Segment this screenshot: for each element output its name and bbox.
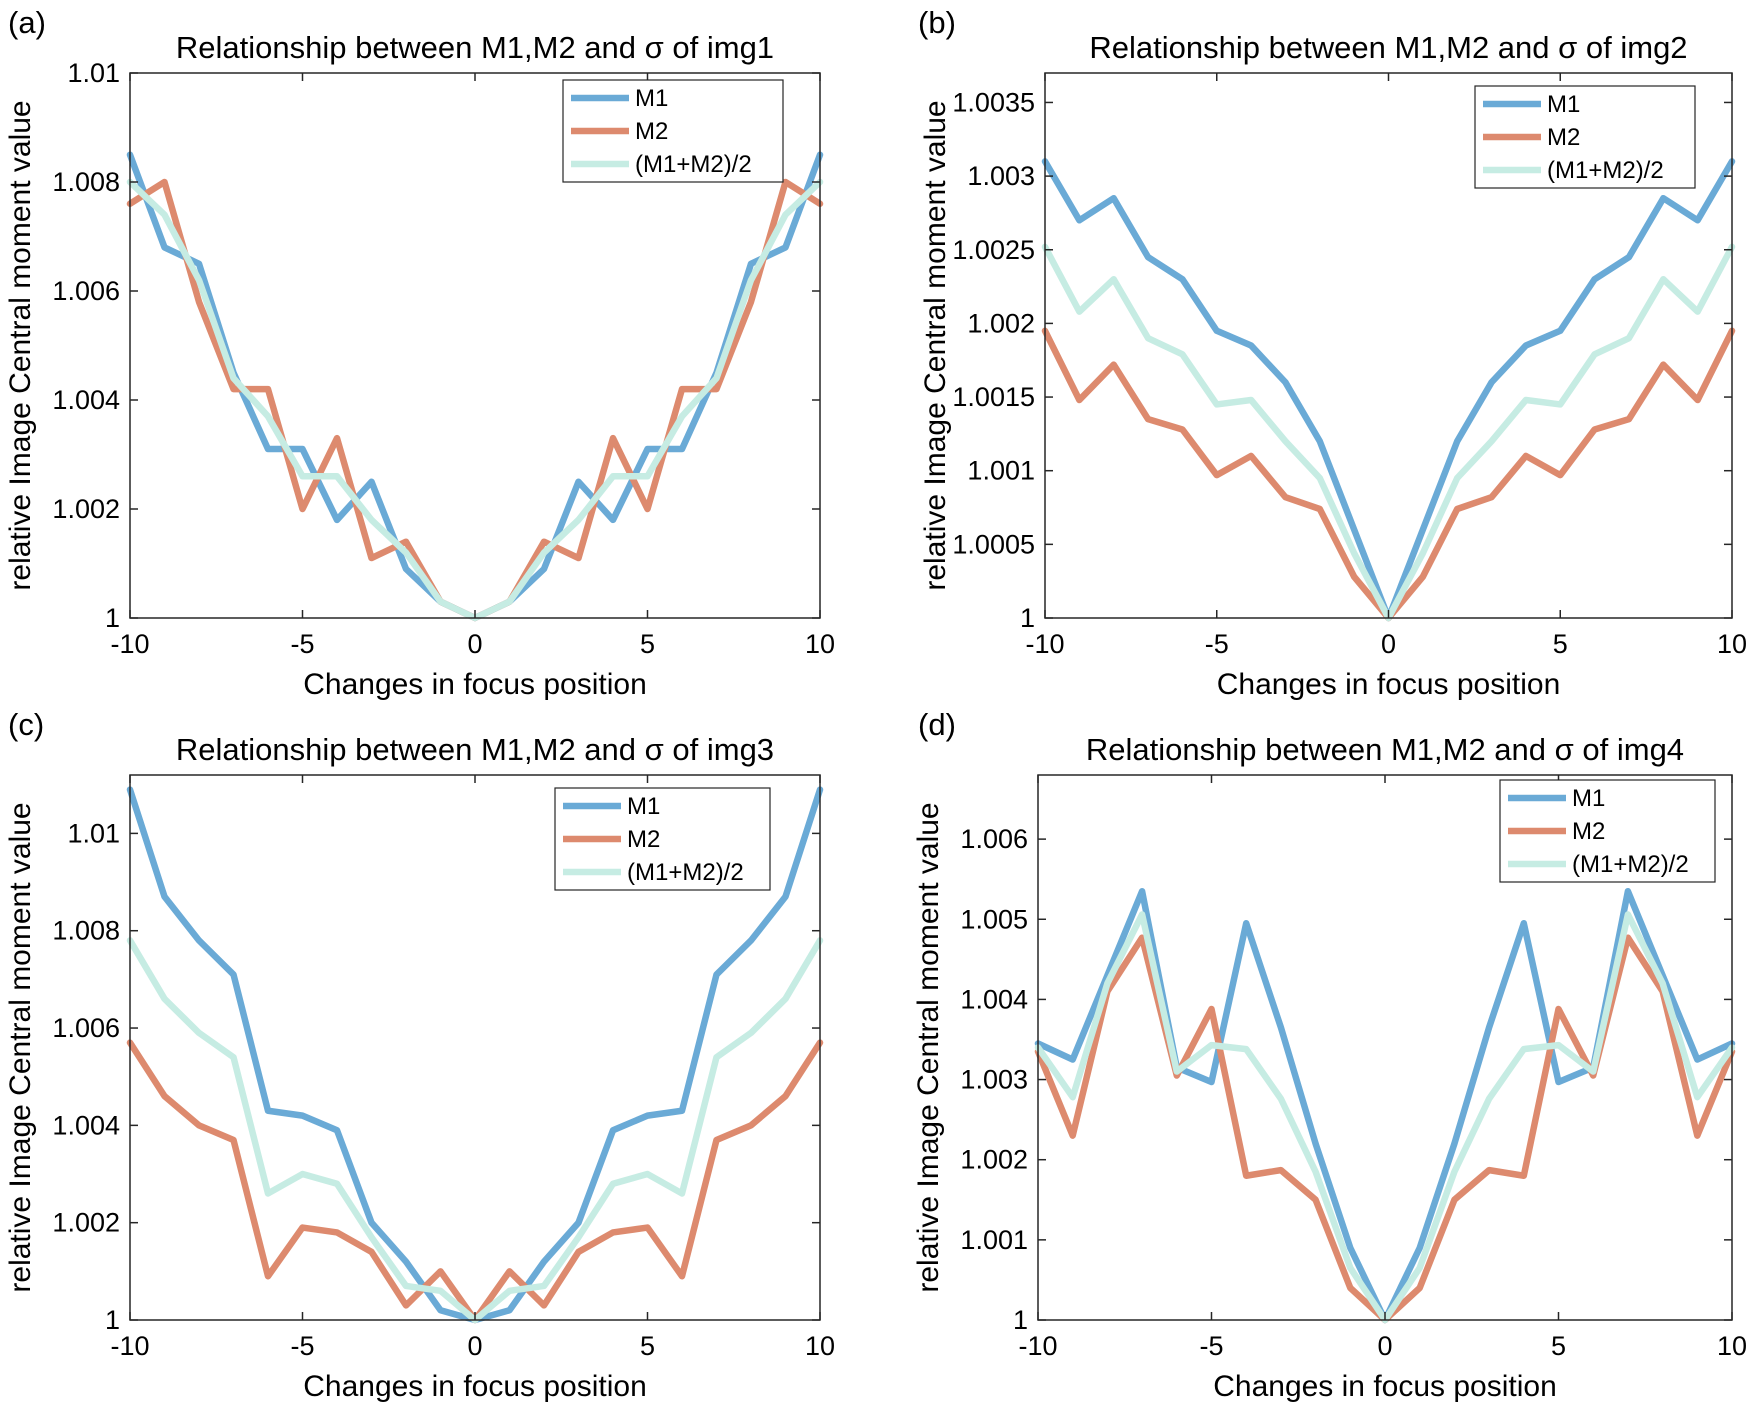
x-tick-label: -10 [1025, 629, 1064, 659]
y-tick-label: 1 [1020, 603, 1035, 633]
y-tick-label: 1.002 [960, 1145, 1028, 1175]
y-tick-label: 1.0005 [952, 529, 1035, 559]
y-axis-label: relative Image Central moment value [4, 802, 37, 1292]
legend-label: (M1+M2)/2 [627, 859, 744, 886]
legend-label: M1 [1547, 91, 1580, 118]
y-tick-label: 1 [105, 603, 120, 633]
x-tick-label: 0 [467, 629, 482, 659]
y-tick-label: 1.0035 [952, 87, 1035, 117]
y-tick-label: 1.002 [967, 308, 1035, 338]
x-tick-label: -5 [1205, 629, 1229, 659]
x-tick-label: 0 [1381, 629, 1396, 659]
x-tick-label: 5 [640, 1331, 655, 1361]
x-axis-label: Changes in focus position [1213, 1370, 1557, 1403]
legend-label: M1 [627, 793, 660, 820]
x-tick-label: 5 [1553, 629, 1568, 659]
chart-title: Relationship between M1,M2 and σ of img4 [1086, 732, 1684, 767]
y-tick-label: 1.01 [67, 58, 120, 88]
panel-label: (d) [918, 707, 956, 742]
y-tick-label: 1.0025 [952, 235, 1035, 265]
x-tick-label: 10 [805, 629, 835, 659]
y-tick-label: 1.0015 [952, 382, 1035, 412]
y-tick-label: 1.004 [52, 1110, 120, 1140]
legend-label: M2 [1572, 818, 1605, 845]
x-tick-label: 10 [805, 1331, 835, 1361]
chart-panel-b: -10 -5 0 5 10 1 1.0005 1.001 1.0015 1.002 1.0025 1.… [918, 5, 1747, 701]
legend-label: (M1+M2)/2 [1572, 851, 1689, 878]
y-tick-label: 1 [1013, 1305, 1028, 1335]
x-axis-label: Changes in focus position [303, 668, 647, 701]
legend-label: (M1+M2)/2 [635, 151, 752, 178]
x-tick-label: 0 [1377, 1331, 1392, 1361]
legend-label: M2 [635, 118, 668, 145]
legend-label: M1 [635, 85, 668, 112]
legend: M1 M2 (M1+M2)/2 [554, 787, 771, 891]
x-tick-label: -10 [110, 629, 149, 659]
x-tick-label: -10 [110, 1331, 149, 1361]
y-tick-label: 1.008 [52, 916, 120, 946]
y-axis-label: relative Image Central moment value [912, 802, 945, 1292]
y-tick-label: 1 [105, 1305, 120, 1335]
legend: M1 M2 (M1+M2)/2 [1499, 779, 1716, 883]
y-tick-label: 1.006 [52, 1013, 120, 1043]
legend-label: M1 [1572, 785, 1605, 812]
chart-title: Relationship between M1,M2 and σ of img3 [176, 732, 774, 767]
y-tick-label: 1.001 [960, 1225, 1028, 1255]
panel-label: (c) [8, 707, 44, 742]
x-axis-label: Changes in focus position [1217, 668, 1561, 701]
y-tick-label: 1.001 [967, 456, 1035, 486]
chart-panel-d: -10 -5 0 5 10 1 1.001 1.002 1.003 1.004 1.005 1.006… [912, 707, 1747, 1403]
x-tick-label: 5 [1551, 1331, 1566, 1361]
y-tick-label: 1.005 [960, 904, 1028, 934]
x-axis-label: Changes in focus position [303, 1370, 647, 1403]
chart-title: Relationship between M1,M2 and σ of img2 [1089, 30, 1687, 65]
y-tick-label: 1.002 [52, 1208, 120, 1238]
x-tick-label: -10 [1018, 1331, 1057, 1361]
chart-panel-a: -10 -5 0 5 10 1 1.002 1.004 1.006 1.008 1.01 Relati… [4, 5, 835, 701]
y-tick-label: 1.008 [52, 167, 120, 197]
chart-panel-c: -10 -5 0 5 10 1 1.002 1.004 1.006 1.008 1.01 Relati… [4, 707, 835, 1403]
x-tick-label: -5 [290, 629, 314, 659]
x-tick-label: -5 [1199, 1331, 1223, 1361]
y-tick-label: 1.006 [52, 276, 120, 306]
y-tick-label: 1.004 [960, 984, 1028, 1014]
y-tick-label: 1.002 [52, 494, 120, 524]
y-tick-label: 1.003 [967, 161, 1035, 191]
y-axis-label: relative Image Central moment value [919, 100, 952, 590]
x-tick-label: 10 [1717, 1331, 1747, 1361]
y-tick-label: 1.003 [960, 1065, 1028, 1095]
y-tick-label: 1.004 [52, 385, 120, 415]
x-tick-label: -5 [290, 1331, 314, 1361]
x-tick-label: 5 [640, 629, 655, 659]
legend: M1 M2 (M1+M2)/2 [562, 79, 784, 183]
y-tick-label: 1.01 [67, 818, 120, 848]
x-tick-label: 10 [1717, 629, 1747, 659]
legend-label: M2 [1547, 124, 1580, 151]
legend-label: M2 [627, 826, 660, 853]
y-axis-label: relative Image Central moment value [4, 100, 37, 590]
panel-label: (a) [8, 5, 46, 40]
panel-label: (b) [918, 5, 956, 40]
x-tick-label: 0 [467, 1331, 482, 1361]
y-tick-label: 1.006 [960, 824, 1028, 854]
legend: M1 M2 (M1+M2)/2 [1474, 85, 1696, 189]
chart-title: Relationship between M1,M2 and σ of img1 [176, 30, 774, 65]
legend-label: (M1+M2)/2 [1547, 157, 1664, 184]
